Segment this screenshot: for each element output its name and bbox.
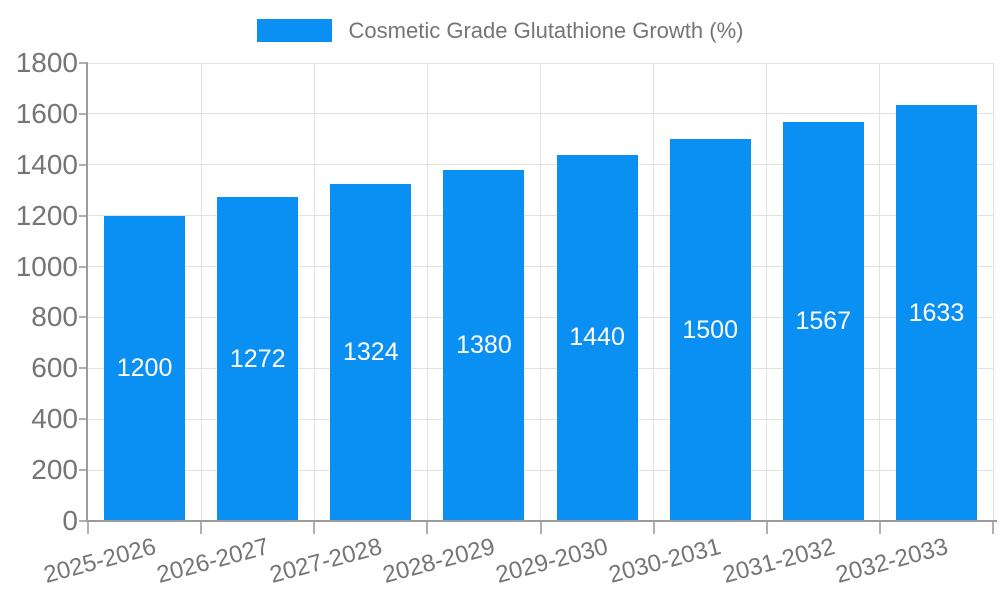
x-axis-label: 2027-2028: [266, 533, 385, 589]
y-axis-tick: [79, 62, 88, 64]
y-axis-label: 0: [62, 505, 78, 536]
bar: 1324: [330, 184, 412, 521]
x-axis-label: 2026-2027: [153, 533, 272, 589]
v-gridline: [879, 63, 881, 521]
v-gridline: [766, 63, 768, 521]
v-gridline: [992, 63, 994, 521]
bar-value-label: 1633: [908, 298, 965, 327]
y-axis-label: 1400: [15, 148, 78, 180]
v-gridline: [426, 63, 428, 521]
x-axis-tick: [652, 521, 655, 534]
x-axis-label: 2028-2029: [380, 533, 498, 589]
legend-series-label: Cosmetic Grade Glutathione Growth (%): [348, 18, 744, 43]
bar-value-label: 1380: [456, 330, 512, 359]
y-axis-tick: [79, 418, 88, 421]
x-axis-tick: [313, 521, 316, 534]
y-axis-label: 1600: [15, 97, 78, 129]
bar-value-label: 1324: [343, 338, 399, 367]
y-axis-tick: [79, 520, 88, 522]
y-axis-tick: [79, 265, 88, 268]
bar-value-label: 1200: [116, 353, 173, 382]
y-axis-label: 200: [31, 454, 78, 486]
bar: 1500: [669, 139, 751, 521]
bar: 1380: [443, 169, 525, 521]
y-axis-tick: [79, 316, 88, 319]
bar: 1633: [895, 105, 977, 521]
x-axis-tick: [539, 521, 542, 534]
x-axis-label: 2031-2032: [719, 533, 838, 589]
y-axis-tick: [79, 367, 88, 370]
bar: 1440: [556, 154, 638, 521]
bar-value-label: 1440: [569, 323, 625, 352]
x-axis-tick: [200, 521, 203, 534]
bar: 1272: [217, 197, 299, 521]
y-axis-tick: [79, 163, 88, 166]
legend-color-swatch: [256, 19, 332, 42]
x-axis-tick: [992, 521, 994, 534]
x-axis-line: [86, 520, 997, 522]
x-axis-label: 2029-2030: [493, 533, 612, 589]
x-axis-label: 2030-2031: [606, 533, 725, 589]
y-axis-tick: [79, 469, 88, 472]
v-gridline: [540, 63, 541, 521]
bar: 1567: [782, 122, 864, 521]
bar-value-label: 1500: [682, 315, 738, 344]
x-axis-tick: [87, 521, 89, 534]
x-axis-tick: [878, 521, 881, 534]
x-axis-label: 2025-2026: [40, 533, 159, 589]
y-axis-label: 1000: [15, 250, 78, 282]
y-axis-line: [86, 63, 88, 521]
x-axis-tick: [426, 521, 429, 534]
chart-legend: Cosmetic Grade Glutathione Growth (%): [0, 19, 1000, 42]
y-axis-tick: [79, 112, 88, 115]
v-gridline: [200, 63, 202, 521]
bar: 1200: [104, 215, 186, 521]
x-axis-label: 2032-2033: [832, 533, 951, 589]
y-axis-label: 1800: [15, 47, 78, 78]
bar-value-label: 1272: [229, 344, 286, 373]
v-gridline: [653, 63, 655, 521]
y-axis-label: 1200: [15, 199, 78, 231]
y-axis-label: 800: [31, 301, 78, 333]
y-axis-label: 600: [31, 352, 78, 384]
bar-value-label: 1567: [795, 307, 852, 336]
y-axis-label: 400: [31, 403, 78, 435]
y-axis-tick: [79, 214, 88, 217]
x-axis-tick: [765, 521, 768, 534]
v-gridline: [313, 63, 315, 521]
